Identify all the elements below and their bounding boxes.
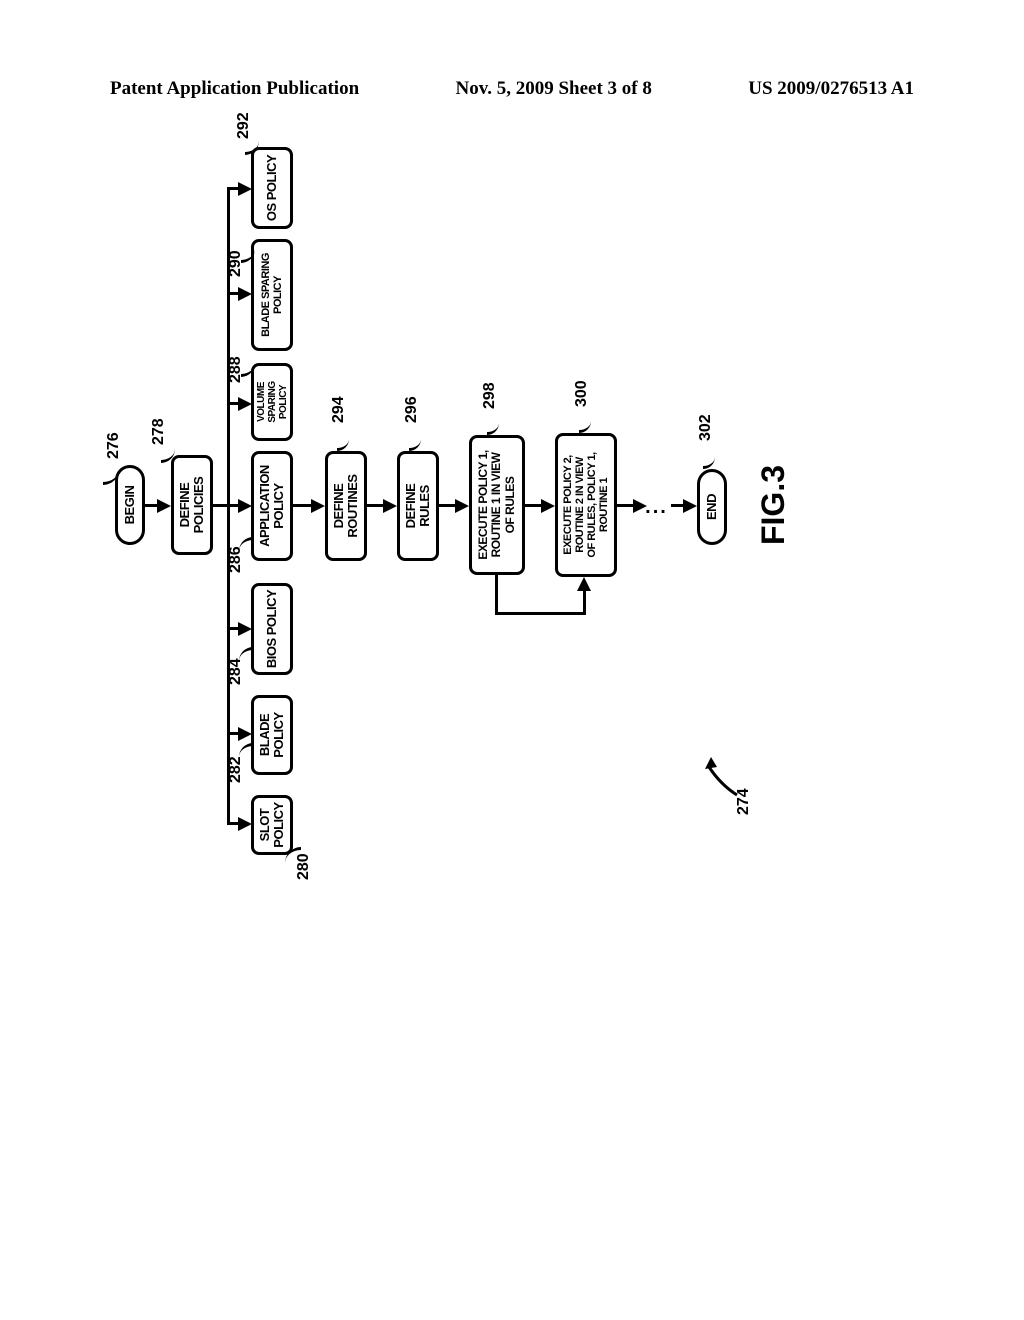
header-center: Nov. 5, 2009 Sheet 3 of 8 bbox=[456, 78, 652, 100]
volume-sparing-node: VOLUME SPARING POLICY bbox=[251, 363, 293, 441]
execute1-text: EXECUTE POLICY 1, ROUTINE 1 IN VIEW OF R… bbox=[477, 450, 517, 559]
end-ref: 302 bbox=[697, 414, 715, 441]
slot-policy-node: SLOT POLICY bbox=[251, 795, 293, 855]
blade-policy-text: BLADE POLICY bbox=[258, 712, 287, 757]
execute1-node: EXECUTE POLICY 1, ROUTINE 1 IN VIEW OF R… bbox=[469, 435, 525, 575]
bios-policy-node: BIOS POLICY bbox=[251, 583, 293, 675]
define-routines-text: DEFINE ROUTINES bbox=[332, 474, 361, 537]
begin-ref: 276 bbox=[105, 432, 123, 459]
define-routines-ref: 294 bbox=[330, 396, 348, 423]
begin-node: BEGIN bbox=[115, 465, 145, 545]
os-policy-node: OS POLICY bbox=[251, 147, 293, 229]
blade-policy-node: BLADE POLICY bbox=[251, 695, 293, 775]
execute2-node: EXECUTE POLICY 2, ROUTINE 2 IN VIEW OF R… bbox=[555, 433, 617, 577]
figure-label: FIG.3 bbox=[755, 465, 792, 545]
blade-sparing-text: BLADE SPARING POLICY bbox=[260, 253, 284, 337]
begin-text: BEGIN bbox=[123, 486, 137, 525]
define-rules-ref: 296 bbox=[403, 396, 421, 423]
header-left: Patent Application Publication bbox=[110, 78, 359, 100]
define-rules-text: DEFINE RULES bbox=[404, 484, 433, 529]
execute1-ref: 298 bbox=[481, 382, 499, 409]
end-text: END bbox=[705, 494, 719, 520]
execute2-ref: 300 bbox=[573, 380, 591, 407]
application-policy-text: APPLICATION POLICY bbox=[258, 465, 287, 547]
header-right: US 2009/0276513 A1 bbox=[748, 78, 914, 100]
execute2-text: EXECUTE POLICY 2, ROUTINE 2 IN VIEW OF R… bbox=[562, 452, 610, 557]
volume-sparing-text: VOLUME SPARING POLICY bbox=[256, 368, 289, 436]
define-policies-text: DEFINE POLICIES bbox=[178, 477, 207, 534]
bios-policy-text: BIOS POLICY bbox=[265, 590, 279, 668]
define-policies-node: DEFINE POLICIES bbox=[171, 455, 213, 555]
define-policies-ref: 278 bbox=[150, 418, 168, 445]
blade-policy-ref: 282 bbox=[227, 756, 245, 783]
define-rules-node: DEFINE RULES bbox=[397, 451, 439, 561]
application-policy-node: APPLICATION POLICY bbox=[251, 451, 293, 561]
blade-sparing-node: BLADE SPARING POLICY bbox=[251, 239, 293, 351]
diagram: BEGIN 276 DEFINE POLICIES 278 SLOT POLIC… bbox=[155, 155, 905, 855]
overall-ref-arrow bbox=[705, 757, 741, 797]
ellipsis: ... bbox=[645, 496, 668, 519]
os-policy-text: OS POLICY bbox=[265, 155, 279, 221]
define-routines-node: DEFINE ROUTINES bbox=[325, 451, 367, 561]
os-policy-ref: 292 bbox=[235, 112, 253, 139]
end-node: END bbox=[697, 469, 727, 545]
slot-policy-text: SLOT POLICY bbox=[258, 802, 287, 847]
